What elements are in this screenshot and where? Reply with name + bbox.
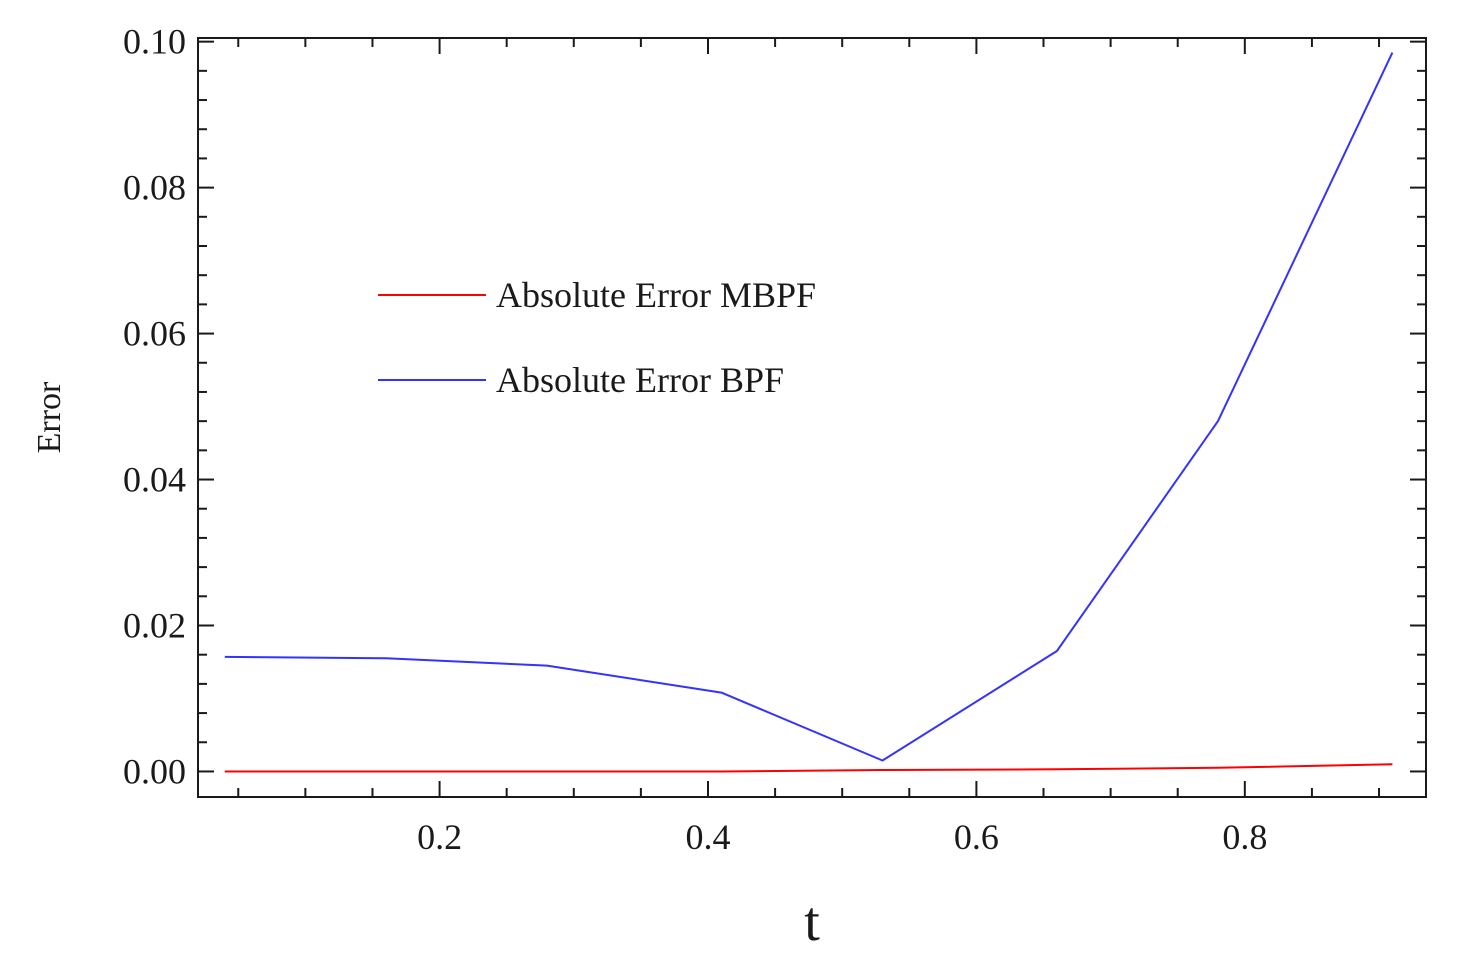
y-tick-label: 0.00 xyxy=(123,751,186,791)
y-tick-label: 0.08 xyxy=(123,168,186,208)
y-tick-label: 0.02 xyxy=(123,605,186,645)
x-tick-labels: 0.2 0.4 0.6 0.8 xyxy=(417,817,1267,857)
y-axis-title: Error xyxy=(31,381,68,453)
legend-label-mbpf: Absolute Error MBPF xyxy=(496,275,816,315)
y-tick-label: 0.06 xyxy=(123,314,186,354)
series-line-1 xyxy=(224,52,1394,762)
x-axis-title: t xyxy=(804,891,820,953)
x-tick-label: 0.2 xyxy=(417,817,462,857)
y-tick-labels: 0.00 0.02 0.04 0.06 0.08 0.10 xyxy=(123,22,186,792)
series-lines xyxy=(224,52,1394,773)
plot-frame xyxy=(197,37,1427,798)
y-tick-label: 0.10 xyxy=(123,22,186,62)
x-tick-label: 0.4 xyxy=(685,817,730,857)
series-line-0 xyxy=(224,763,1393,773)
legend-label-bpf: Absolute Error BPF xyxy=(496,360,784,400)
x-tick-label: 0.8 xyxy=(1222,817,1267,857)
x-tick-label: 0.6 xyxy=(954,817,999,857)
y-tick-label: 0.04 xyxy=(123,460,186,500)
legend: Absolute Error MBPF Absolute Error BPF xyxy=(378,275,816,400)
axis-ticks xyxy=(198,38,1426,797)
